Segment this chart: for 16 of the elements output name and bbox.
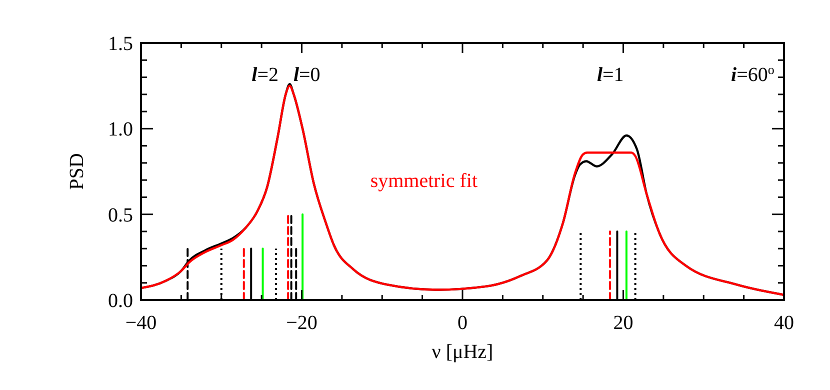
y-tick-label: 0.0: [108, 290, 133, 312]
annotation: i=60$^{o}$: [731, 61, 774, 86]
x-tick-label: 40: [774, 312, 794, 334]
x-axis-title: ν [μHz]: [432, 341, 494, 363]
text: symmetric fit: [370, 170, 478, 192]
annotation: l=0: [293, 64, 320, 86]
y-axis-title: PSD: [66, 153, 88, 190]
x-tick-label: −40: [125, 312, 157, 334]
x-tick-label: −20: [286, 312, 318, 334]
annotation: l=1: [596, 64, 624, 86]
y-tick-label: 0.5: [108, 204, 133, 226]
y-tick-label: 1.0: [108, 118, 133, 141]
annotation: l=2: [252, 64, 279, 86]
x-tick-label: 0: [458, 312, 468, 334]
y-tick-label: 1.5: [108, 33, 133, 55]
x-tick-label: 20: [613, 312, 634, 334]
